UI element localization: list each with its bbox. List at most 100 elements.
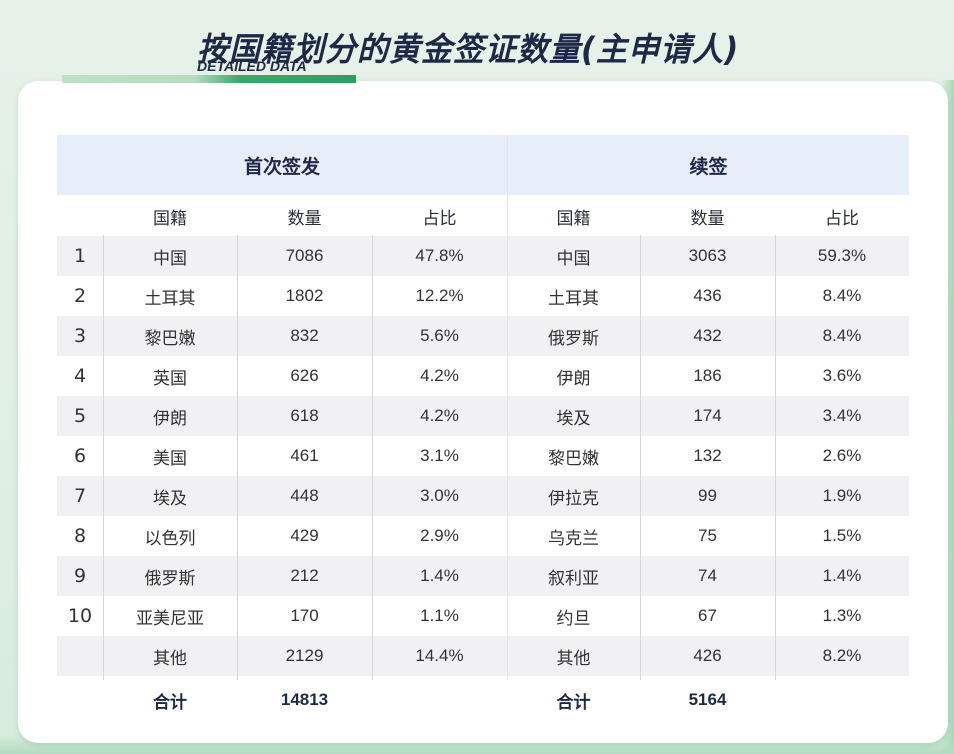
title-accent-bar — [62, 75, 356, 83]
renewal-share-cell: 1.9% — [822, 486, 862, 505]
renewal-nationality-cell: 其他 — [556, 648, 591, 669]
renewal-share-cell: 8.4% — [822, 326, 862, 345]
renewal-count-cell: 132 — [693, 446, 722, 465]
first-nationality-cell: 亚美尼亚 — [136, 608, 204, 629]
rank-cell: 1 — [73, 245, 87, 267]
first-share-cell: 1.4% — [420, 566, 459, 585]
table-row: 9 俄罗斯 212 1.4% 叙利亚 74 1.4% — [57, 556, 909, 596]
rank-cell: 8 — [73, 525, 87, 547]
renewal-count-cell: 74 — [698, 566, 717, 585]
renewal-nationality-cell: 中国 — [556, 248, 591, 269]
first-nationality-cell: 以色列 — [144, 528, 196, 549]
first-count-cell: 429 — [290, 526, 319, 545]
first-share-cell: 14.4% — [415, 646, 464, 665]
table-row: 其他 2129 14.4% 其他 426 8.2% — [57, 636, 909, 676]
column-divider — [237, 235, 238, 680]
page-subtitle: DETAILED DATA — [197, 58, 307, 74]
first-share-cell: 3.1% — [420, 446, 459, 465]
first-nationality-cell: 土耳其 — [144, 288, 196, 309]
renewal-nationality-cell: 埃及 — [556, 408, 591, 429]
table-row: 1 中国 7086 47.8% 中国 3063 59.3% — [57, 236, 909, 276]
renewal-count-cell: 75 — [698, 526, 717, 545]
table-row: 10 亚美尼亚 170 1.1% 约旦 67 1.3% — [57, 596, 909, 636]
total-row: 合计 14813 合计 5164 — [57, 680, 909, 720]
renewal-share-cell: 8.4% — [822, 286, 862, 305]
rank-cell: 9 — [73, 565, 87, 587]
renewal-nationality-cell: 黎巴嫩 — [548, 448, 599, 469]
first-share-cell: 2.9% — [420, 526, 459, 545]
rank-cell: 5 — [73, 405, 87, 427]
table-row: 3 黎巴嫩 832 5.6% 俄罗斯 432 8.4% — [57, 316, 909, 356]
renewal-share-cell: 3.6% — [822, 366, 862, 385]
renewal-nationality-cell: 土耳其 — [548, 288, 599, 309]
first-nationality-cell: 伊朗 — [153, 408, 187, 429]
renewal-share-cell: 8.2% — [822, 646, 862, 665]
renewal-nationality-cell: 伊拉克 — [548, 488, 599, 509]
column-divider — [640, 235, 641, 680]
column-header-row: 国籍 数量 占比 国籍 数量 占比 — [57, 197, 909, 235]
renewal-count-cell: 186 — [693, 366, 722, 385]
renewal-count-cell: 174 — [693, 406, 722, 425]
rank-cell: 10 — [67, 605, 93, 627]
first-share-cell: 4.2% — [420, 366, 459, 385]
column-divider — [103, 235, 104, 680]
column-header-count: 数量 — [690, 208, 725, 229]
renewal-share-cell: 59.3% — [817, 246, 867, 265]
renewal-share-cell: 2.6% — [822, 446, 862, 465]
first-nationality-cell: 俄罗斯 — [144, 568, 196, 589]
first-count-cell: 7086 — [285, 246, 324, 265]
first-nationality-cell: 中国 — [153, 248, 187, 269]
renewal-nationality-cell: 乌克兰 — [548, 528, 599, 549]
rank-cell: 3 — [73, 325, 87, 347]
group-divider — [507, 135, 508, 680]
table-row: 4 英国 626 4.2% 伊朗 186 3.6% — [57, 356, 909, 396]
renewal-count-cell: 99 — [698, 486, 717, 505]
first-nationality-cell: 英国 — [153, 368, 187, 389]
first-nationality-cell: 黎巴嫩 — [144, 328, 196, 349]
table-row: 8 以色列 429 2.9% 乌克兰 75 1.5% — [57, 516, 909, 556]
first-share-cell: 47.8% — [415, 246, 464, 265]
group-header-renewal: 续签 — [508, 135, 909, 195]
renewal-count-cell: 3063 — [688, 246, 727, 265]
column-divider — [372, 235, 373, 680]
first-nationality-cell: 美国 — [153, 448, 187, 469]
rank-cell — [57, 636, 103, 676]
first-share-cell: 5.6% — [420, 326, 459, 345]
renewal-nationality-cell: 俄罗斯 — [548, 328, 599, 349]
rank-cell: 7 — [73, 485, 87, 507]
renewal-share-cell: 1.3% — [822, 606, 862, 625]
total-label-first: 合计 — [153, 692, 187, 713]
first-nationality-cell: 埃及 — [153, 488, 187, 509]
first-count-cell: 618 — [290, 406, 319, 425]
renewal-share-cell: 1.5% — [822, 526, 862, 545]
first-count-cell: 832 — [290, 326, 319, 345]
column-header-share: 占比 — [825, 208, 859, 229]
first-count-cell: 2129 — [285, 646, 324, 665]
renewal-nationality-cell: 叙利亚 — [548, 568, 599, 589]
column-header-nationality: 国籍 — [556, 208, 591, 229]
renewal-share-cell: 1.4% — [822, 566, 862, 585]
rank-cell: 6 — [73, 445, 87, 467]
first-share-cell: 12.2% — [415, 286, 464, 305]
first-count-cell: 448 — [290, 486, 319, 505]
renewal-count-cell: 426 — [693, 646, 722, 665]
renewal-count-cell: 432 — [693, 326, 722, 345]
first-count-cell: 626 — [290, 366, 319, 385]
table-row: 2 土耳其 1802 12.2% 土耳其 436 8.4% — [57, 276, 909, 316]
first-share-cell: 3.0% — [420, 486, 459, 505]
total-first-issue: 14813 — [280, 690, 329, 709]
column-header-count: 数量 — [287, 208, 322, 229]
renewal-nationality-cell: 约旦 — [556, 608, 591, 629]
renewal-count-cell: 436 — [693, 286, 722, 305]
column-divider — [775, 235, 776, 680]
column-header-nationality: 国籍 — [153, 208, 187, 229]
page-title: 按国籍划分的黄金签证数量(主申请人) — [197, 31, 740, 70]
first-share-cell: 1.1% — [420, 606, 459, 625]
renewal-nationality-cell: 伊朗 — [556, 368, 591, 389]
first-count-cell: 1802 — [285, 286, 324, 305]
first-share-cell: 4.2% — [420, 406, 459, 425]
first-count-cell: 170 — [290, 606, 319, 625]
rank-cell: 4 — [73, 365, 87, 387]
renewal-share-cell: 3.4% — [822, 406, 862, 425]
table-row: 5 伊朗 618 4.2% 埃及 174 3.4% — [57, 396, 909, 436]
